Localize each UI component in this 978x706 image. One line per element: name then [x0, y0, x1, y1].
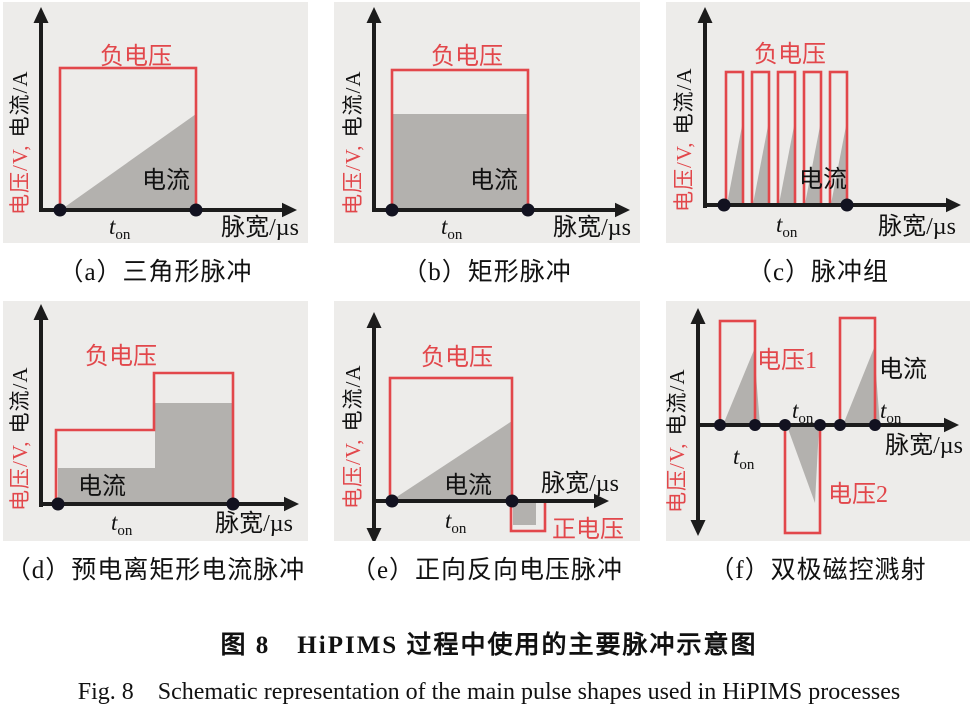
- y-axis-arrow-icon: [33, 7, 49, 23]
- panel-a-caption: （a）三角形脉冲: [58, 259, 253, 286]
- current-label: 电流: [470, 167, 518, 194]
- panel-d: 电压/V,电流/A 负电压 电流 ton 脉宽/µs （d）预电离矩形电流脉冲: [3, 301, 308, 599]
- x-axis-label: 脉宽/µs: [885, 432, 963, 459]
- current-label: 电流: [879, 356, 927, 383]
- current-label: 电流: [444, 472, 492, 499]
- pulse-end-dot: [226, 497, 240, 511]
- current-ramp-2: [787, 426, 819, 503]
- current-label: 电流: [799, 166, 847, 193]
- panel-b-plot: 电压/V,电流/A 负电压 电流 ton 脉宽/µs: [334, 2, 640, 243]
- panel-b: 电压/V,电流/A 负电压 电流 ton 脉宽/µs （b）矩形脉冲: [334, 2, 640, 301]
- current-triangle: [392, 421, 512, 500]
- figure-caption-english: Fig. 8 Schematic representation of the m…: [77, 679, 901, 705]
- x-axis-label: 脉宽/µs: [878, 213, 956, 240]
- t-on-label-3: ton: [880, 398, 902, 427]
- y-axis-down-arrow-icon: [690, 520, 706, 536]
- panel-a: 电压/V,电流/A 负电压 电流 ton 脉宽/µs （a）三角形脉冲: [3, 2, 308, 301]
- pulse-start-dot: [385, 203, 399, 217]
- neg-voltage-label: 负电压: [431, 43, 503, 70]
- x-axis-label: 脉宽/µs: [215, 510, 293, 537]
- y-axis-label: 电压/V,电流/A: [8, 366, 32, 511]
- panel-a-plot: 电压/V,电流/A 负电压 电流 ton 脉宽/µs: [3, 2, 308, 243]
- pulse-start-dot: [385, 494, 399, 508]
- x-axis-arrow-icon: [946, 197, 961, 213]
- neg-voltage-label: 负电压: [754, 41, 826, 68]
- pos-voltage-label: 正电压: [552, 516, 624, 541]
- panel-e: 电压/V,电流/A 负电压 电流 脉宽/µs ton 正电压 （e）正向反向电压…: [334, 301, 640, 599]
- panel-c: 电压/V,电流/A 负电压 电流 ton 脉宽/µs （c）脉冲组: [666, 2, 970, 301]
- neg-voltage-label: 负电压: [100, 43, 172, 70]
- y-axis-up-arrow-icon: [366, 312, 382, 328]
- current-ramp-3: [843, 348, 880, 425]
- y-axis-label: 电压/V,电流/A: [8, 70, 32, 215]
- pulse-end-dot: [189, 203, 203, 217]
- current-triangle-train: [727, 126, 846, 204]
- voltage2-label: 电压2: [828, 481, 888, 508]
- y-axis-arrow-icon: [33, 304, 49, 320]
- x-axis-arrow-icon: [282, 202, 297, 218]
- figure-caption-chinese: 图 8 HiPIMS 过程中使用的主要脉冲示意图: [220, 632, 758, 659]
- panel-e-caption: （e）正向反向电压脉冲: [350, 557, 624, 584]
- pulse-start-dot: [51, 497, 65, 511]
- panel-d-plot: 电压/V,电流/A 负电压 电流 ton 脉宽/µs: [3, 301, 308, 541]
- y-axis-arrow-icon: [697, 7, 713, 23]
- t-on-label: ton: [445, 508, 467, 537]
- y-axis-arrow-icon: [366, 7, 382, 23]
- current-step1-rect: [58, 468, 155, 504]
- neg-voltage-label: 负电压: [421, 344, 493, 371]
- pulse-start-dot: [53, 203, 67, 217]
- pulse-end-dot: [840, 198, 854, 212]
- x-axis-label: 脉宽/µs: [541, 470, 619, 497]
- current-rect: [392, 114, 528, 210]
- current-triangle: [62, 114, 196, 209]
- y-axis-label: 电压/V,电流/A: [672, 67, 696, 212]
- t-on-label-2: ton: [792, 398, 814, 427]
- t-on-label: ton: [109, 214, 131, 243]
- pulse-edge-dots: [714, 419, 881, 431]
- pulse-end-dot: [521, 203, 535, 217]
- panel-c-plot: 电压/V,电流/A 负电压 电流 ton 脉宽/µs: [666, 2, 970, 243]
- panel-c-caption: （c）脉冲组: [746, 259, 890, 286]
- pos-voltage-current-rect: [513, 501, 536, 525]
- neg-voltage-step-pulse: [54, 371, 235, 504]
- y-axis-label: 电压/V,电流/A: [666, 368, 689, 513]
- panel-f: 电压/V,电流/A 电压1 电流 ton ton ton 电压2 脉宽/µs （…: [666, 301, 970, 599]
- t-on-label: ton: [776, 212, 798, 241]
- y-axis-up-arrow-icon: [690, 308, 706, 324]
- current-step2-rect: [155, 403, 233, 504]
- y-axis-label: 电压/V,电流/A: [341, 70, 365, 215]
- pulse-start-dot: [717, 198, 731, 212]
- x-axis-arrow-icon: [594, 493, 609, 509]
- current-label: 电流: [142, 167, 190, 194]
- current-label: 电流: [78, 473, 126, 500]
- panel-grid: 电压/V,电流/A 负电压 电流 ton 脉宽/µs （a）三角形脉冲 电压/V…: [3, 2, 975, 599]
- t-on-label: ton: [441, 214, 463, 243]
- voltage1-label: 电压1: [757, 347, 817, 374]
- panel-d-caption: （d）预电离矩形电流脉冲: [5, 557, 306, 584]
- x-axis-arrow-icon: [944, 417, 959, 433]
- panel-e-plot: 电压/V,电流/A 负电压 电流 脉宽/µs ton 正电压: [334, 301, 640, 541]
- t-on-label-1: ton: [733, 444, 755, 473]
- panel-f-plot: 电压/V,电流/A 电压1 电流 ton ton ton 电压2 脉宽/µs: [666, 301, 970, 541]
- y-axis-down-arrow-icon: [366, 528, 382, 541]
- panel-f-caption: （f）双极磁控溅射: [709, 557, 927, 584]
- x-axis-arrow-icon: [615, 202, 630, 218]
- current-ramp-1: [723, 350, 760, 425]
- x-axis-arrow-icon: [284, 496, 299, 512]
- neg-voltage-label: 负电压: [85, 343, 157, 370]
- y-axis-label: 电压/V,电流/A: [341, 364, 365, 509]
- x-axis-label: 脉宽/µs: [221, 214, 299, 241]
- t-on-label: ton: [111, 510, 133, 539]
- panel-b-caption: （b）矩形脉冲: [402, 259, 572, 286]
- x-axis-label: 脉宽/µs: [553, 214, 631, 241]
- pulse-end-dot: [505, 494, 519, 508]
